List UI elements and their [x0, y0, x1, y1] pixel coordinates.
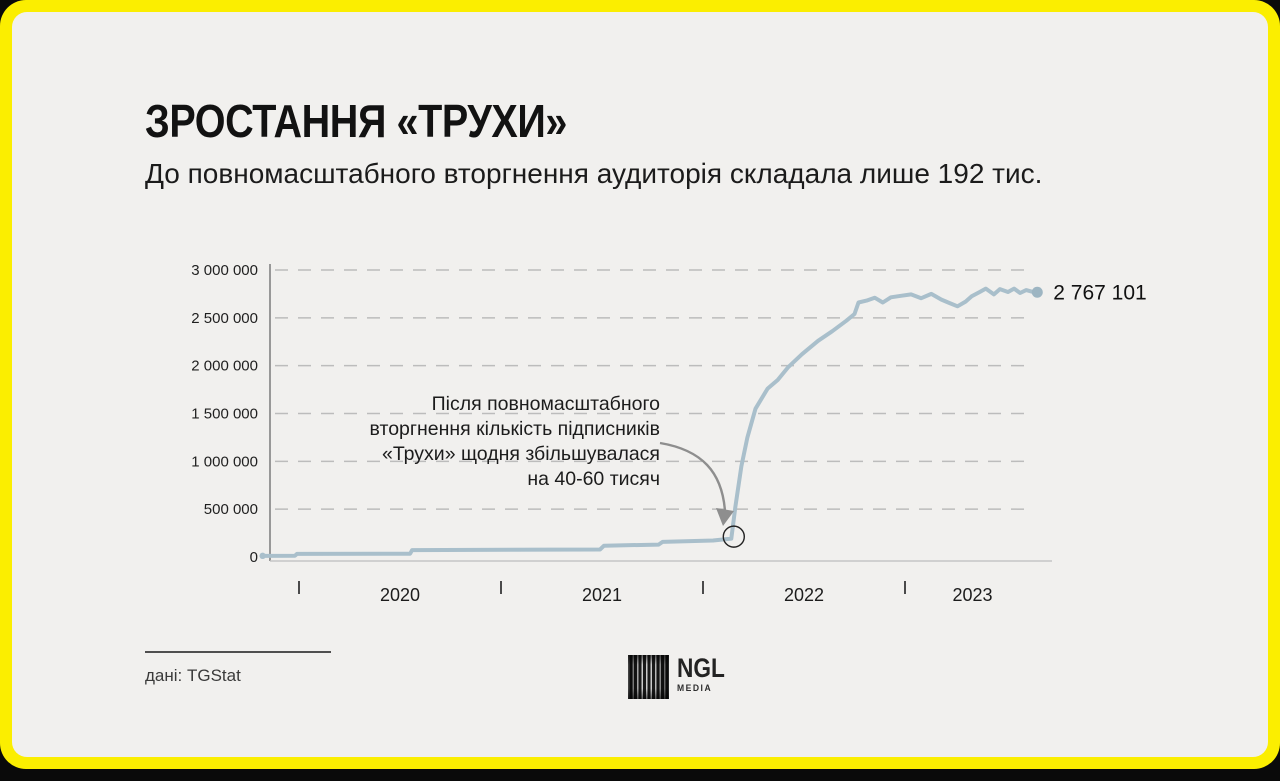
- ngl-logo-icon: [628, 655, 669, 699]
- annotation-line: на 40-60 тисяч: [527, 468, 660, 490]
- series-start-dot: [259, 552, 266, 560]
- y-axis-label: 0: [250, 549, 258, 566]
- subscriber-growth-chart: 3 000 000 2 500 000 2 000 000 1 500 000 1 00…: [191, 262, 1146, 605]
- y-axis-label: 1 000 000: [191, 453, 258, 470]
- series-line: [260, 286, 1037, 558]
- y-axis-label: 2 500 000: [191, 310, 258, 327]
- logo-subname: MEDIA: [677, 683, 713, 693]
- annotation-line: вторгнення кількість підписників: [369, 418, 660, 440]
- card: ЗРОСТАННЯ «ТРУХИ» До повномасштабного вт…: [12, 12, 1268, 757]
- annotation-line: «Трухи» щодня збільшувалася: [382, 443, 660, 465]
- x-axis-label: 2023: [952, 585, 992, 605]
- y-axis-label: 3 000 000: [191, 262, 258, 279]
- ngl-media-logo: NGL MEDIA: [628, 655, 734, 699]
- annotation-line: Після повномасштабного: [431, 393, 660, 415]
- annotation-arrowhead: [716, 508, 734, 526]
- x-axis-label: 2022: [784, 585, 824, 605]
- y-axis-label: 1 500 000: [191, 405, 258, 422]
- x-axis-label: 2021: [582, 585, 622, 605]
- data-source: дані: TGStat: [145, 666, 241, 685]
- chart-annotation: Після повномасштабного вторгнення кількі…: [272, 392, 660, 492]
- logo-name: NGL: [677, 653, 725, 683]
- ngl-logo-text: NGL MEDIA: [677, 653, 734, 694]
- series-end-dot: [1031, 286, 1043, 298]
- end-value-label: 2 767 101: [1053, 281, 1146, 304]
- annotation-circle: [722, 525, 745, 548]
- page-title: ЗРОСТАННЯ «ТРУХИ»: [145, 95, 567, 147]
- y-axis-label: 2 000 000: [191, 358, 258, 375]
- page-subtitle: До повномасштабного вторгнення аудиторія…: [145, 158, 1043, 189]
- source-divider: [145, 651, 331, 653]
- x-axis-label: 2020: [380, 585, 420, 605]
- y-axis-label: 500 000: [204, 501, 258, 518]
- annotation-arrow: [659, 441, 727, 512]
